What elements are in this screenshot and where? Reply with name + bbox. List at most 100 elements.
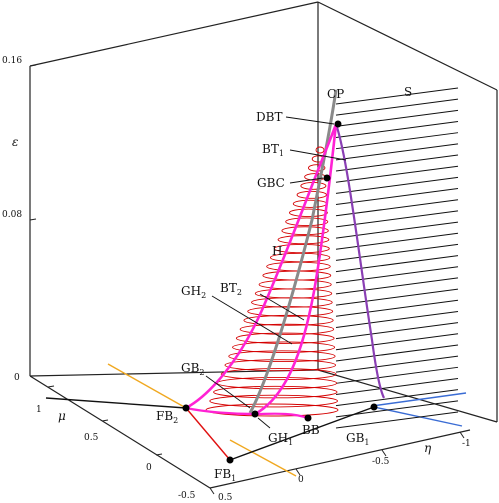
gh-curve-inner [254,123,338,416]
black-fold-line-lower [229,406,375,461]
box-edge-top-right [317,1,498,91]
label-fb1: FB1 [214,467,236,483]
label-bt2: BT2 [220,281,242,297]
pointer-gh1 [257,417,271,429]
hopf-loop [281,226,329,236]
mu-tick-05 [101,419,109,422]
box-edge-top-left [29,1,319,67]
point-fb1 [226,456,234,464]
eta-tick-05 [209,487,215,495]
saddle-line [335,243,459,261]
label-h: H [272,244,282,258]
eta-tick-label-05: 0.5 [218,493,233,503]
saddle-line [335,210,459,228]
saddle-line [335,98,459,116]
point-fb2 [182,404,190,412]
saddle-line [335,322,459,340]
saddle-line [335,176,459,194]
label-dbt: DBT [256,110,282,124]
mu-tick-label-05: 0.5 [84,433,99,443]
saddle-line [335,188,459,206]
hopf-loop [209,394,338,408]
mu-tick-0 [155,453,163,456]
saddle-line [335,154,459,172]
eta-tick-m1 [459,431,465,439]
gh-curve-lower [185,406,309,420]
label-cp: CP [327,87,344,101]
saddle-line [335,232,459,250]
pointer-bt1 [289,149,347,161]
hopf-loop [288,208,328,217]
saddle-line [335,199,459,217]
saddle-line [335,277,459,295]
black-fold-line-upper [45,397,187,409]
saddle-line [335,333,459,351]
hopf-loop [285,217,329,227]
saddle-line [335,310,459,328]
label-bb: BB [302,423,320,437]
label-gb1: GB1 [346,431,370,447]
point-gb1 [370,403,378,411]
eta-tick-label-m1: -1 [462,439,471,449]
label-gh2: GH2 [181,284,206,300]
saddle-line [335,87,459,105]
hopf-loop [277,235,330,245]
label-gbc: GBC [257,176,285,190]
hopf-loop [292,199,328,208]
mu-tick-label-1: 1 [36,405,42,415]
hopf-loop [315,146,325,154]
label-gh1: GH1 [268,431,293,447]
saddle-line [335,377,459,395]
hopf-loop [216,376,338,390]
tick-marks [29,64,465,495]
mu-tick-label-0: 0 [146,463,152,473]
bt-curve [248,89,338,414]
mu-axis-line [29,375,211,489]
saddle-line [335,366,459,384]
eta-axis-label: η [424,441,432,455]
hopf-loop [205,403,339,417]
pointer-gbc [289,177,324,184]
mu-tick-1 [47,385,55,388]
blue-line-upper [371,392,467,407]
point-gbc [323,174,331,182]
floor-curves [45,363,467,477]
hopf-loop [232,341,336,353]
orange-line-lower [229,439,297,477]
eta-tick-0 [295,468,301,476]
saddle-line [335,255,459,273]
pointer-bt2 [259,293,305,321]
eta-tick-label-m05: -0.5 [372,457,390,467]
saddle-family [335,87,459,429]
orange-line-upper [107,363,187,409]
hopf-loop [220,368,337,381]
point-dbt [334,120,342,128]
eta-tick-m05 [381,449,387,457]
saddle-line [335,132,459,150]
special-points [182,120,378,464]
point-bb [304,414,312,422]
eps-tick-label-016: 0.16 [2,56,22,66]
label-s: S [404,85,412,99]
eta-tick-label-0: 0 [298,475,304,485]
label-gb2: GB2 [181,361,205,377]
pointer-dbt [285,116,335,125]
hopf-loop [224,359,337,372]
hopf-loop [239,323,335,335]
label-bt1: BT1 [262,142,284,158]
mu-axis-label: μ [58,409,66,423]
saddle-line [335,344,459,362]
red-fold-line [185,407,231,461]
hopf-loop [243,314,334,326]
eps-tick-008 [29,218,37,221]
label-fb2: FB2 [156,409,178,425]
pointer-gb2 [205,375,251,409]
hopf-loop [273,244,330,254]
saddle-line [335,288,459,306]
saddle-line [335,411,459,429]
eps-tick-label-0: 0 [14,373,20,383]
purple-curve [334,123,386,399]
saddle-line [335,109,459,127]
saddle-line [335,266,459,284]
